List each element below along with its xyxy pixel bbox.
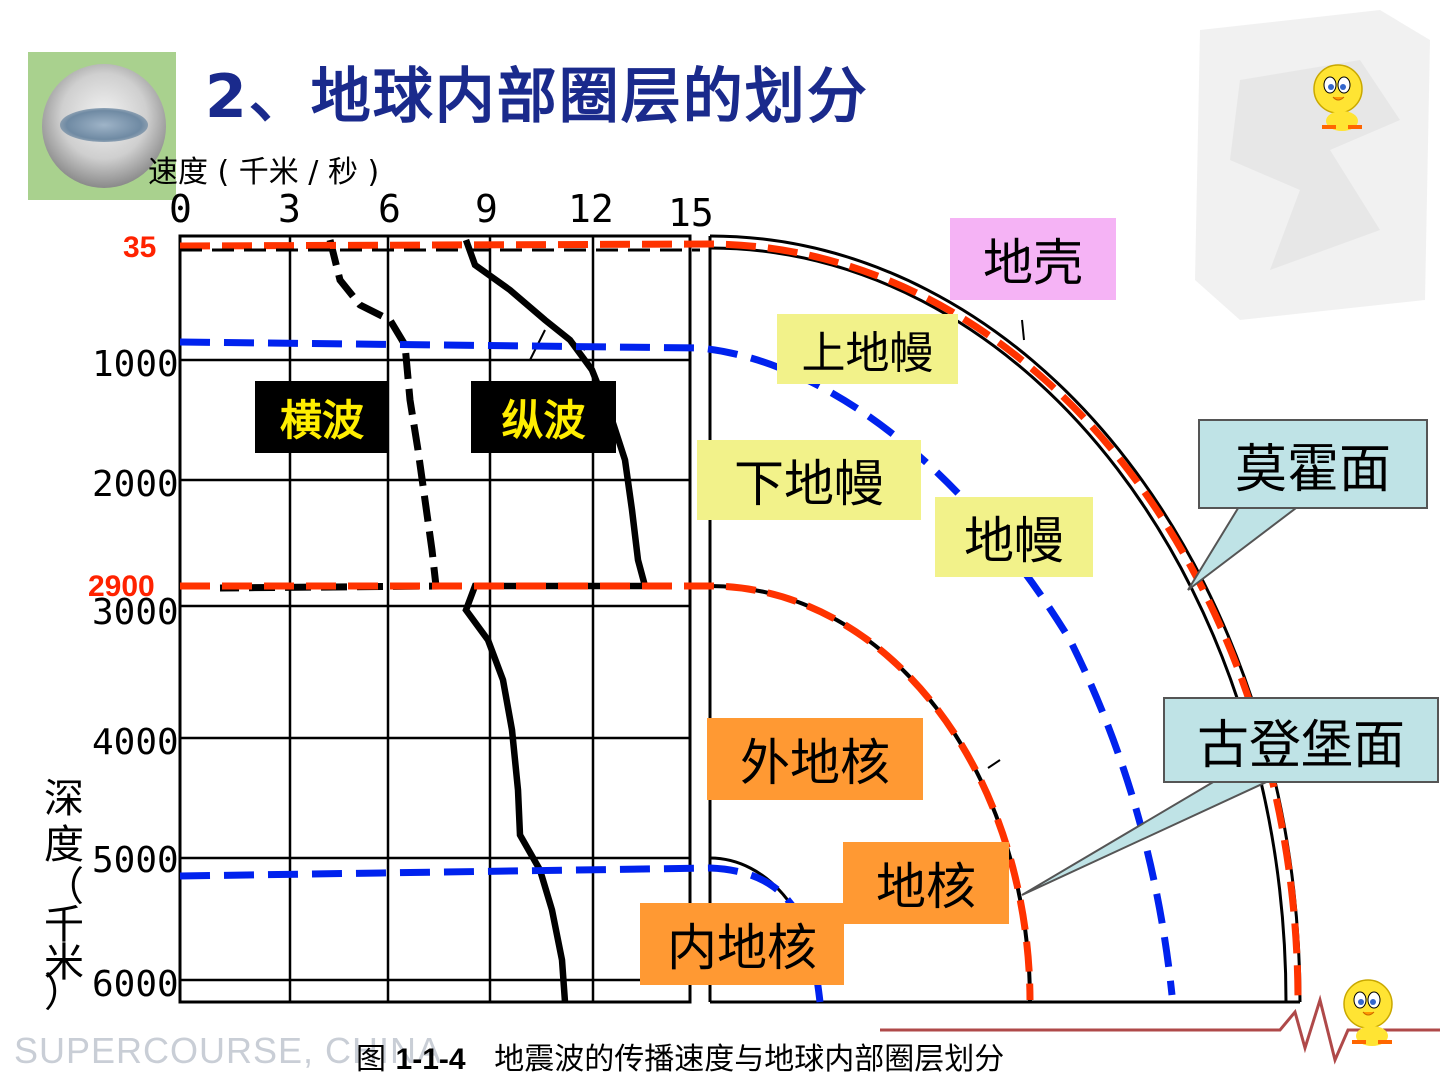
transverse-wave-label: 横波 bbox=[255, 381, 389, 453]
caption-number: 1-1-4 bbox=[395, 1043, 466, 1076]
depth-axis-char-1: 深 bbox=[44, 776, 84, 822]
moho-callout: 莫霍面 bbox=[1198, 419, 1428, 509]
gutenberg-callout-pointer bbox=[1021, 777, 1276, 896]
crust-label: 地壳 bbox=[950, 218, 1116, 300]
caption-spacer bbox=[466, 1042, 495, 1077]
transverse-wave-curve bbox=[219, 239, 440, 592]
depth-label-35: 35 bbox=[123, 231, 156, 264]
longitudinal-wave-label: 纵波 bbox=[471, 381, 616, 453]
depth-axis-char-3: （ bbox=[44, 864, 84, 910]
speed-tick-3: 3 bbox=[278, 187, 301, 231]
depth-axis-label: 深 度 （ 千 米 ） bbox=[44, 776, 84, 1016]
speed-tick-labels: 0 3 6 9 12 15 bbox=[169, 187, 714, 235]
depth-tick-4000: 4000 bbox=[92, 722, 179, 763]
depth-axis-char-4: 千 bbox=[44, 902, 84, 948]
tweety-bird-icon bbox=[1343, 979, 1393, 1046]
longitudinal-wave-curve bbox=[462, 238, 650, 1003]
speed-depth-grid bbox=[178, 234, 1300, 1004]
boundary-depth-labels: 35 2900 bbox=[88, 231, 156, 603]
footer-brand: SUPERCOURSE, CHINA bbox=[14, 1030, 443, 1071]
depth-tick-2000: 2000 bbox=[92, 464, 179, 505]
speed-tick-15: 15 bbox=[668, 191, 714, 235]
depth-axis-char-6: ） bbox=[44, 970, 84, 1016]
speed-axis-label: 速度 ( 千米 / 秒 ) bbox=[148, 155, 380, 190]
page-title: 2、地球内部圈层的划分 bbox=[205, 62, 869, 132]
lower-mantle-label: 下地幔 bbox=[697, 440, 921, 520]
caption-prefix: 图 bbox=[356, 1042, 396, 1077]
boundary-lines-red bbox=[179, 240, 1302, 1003]
moho-boundary-line bbox=[179, 240, 1302, 1003]
caption-text: 地震波的传播速度与地球内部圈层划分 bbox=[494, 1042, 1005, 1077]
tweety-bird-icon bbox=[1313, 64, 1363, 131]
depth-label-2900: 2900 bbox=[88, 570, 155, 603]
speed-tick-6: 6 bbox=[378, 187, 401, 231]
speed-tick-0: 0 bbox=[169, 187, 192, 231]
ecg-line bbox=[880, 994, 1440, 1065]
depth-tick-labels: 1000 2000 3000 4000 5000 6000 bbox=[92, 344, 179, 1005]
earth-globe-icon bbox=[28, 52, 176, 200]
upper-mantle-label: 上地幔 bbox=[777, 314, 958, 384]
depth-axis-char-5: 米 bbox=[44, 940, 84, 986]
depth-tick-5000: 5000 bbox=[92, 840, 179, 881]
outer-core-label: 外地核 bbox=[707, 718, 923, 800]
mantle-label: 地幔 bbox=[935, 497, 1093, 577]
depth-tick-3000: 3000 bbox=[92, 592, 179, 633]
arc-tick bbox=[1021, 319, 1025, 341]
depth-tick-6000: 6000 bbox=[92, 964, 179, 1005]
speed-tick-12: 12 bbox=[568, 187, 614, 231]
figure-caption: 图 1-1-4 地震波的传播速度与地球内部圈层划分 bbox=[356, 1034, 1004, 1078]
watermark-emblem-icon bbox=[1195, 10, 1430, 320]
depth-tick-1000: 1000 bbox=[92, 344, 179, 385]
core-label: 地核 bbox=[843, 842, 1009, 924]
inner-core-label: 内地核 bbox=[640, 903, 844, 985]
moho-callout-pointer bbox=[1187, 504, 1303, 591]
gutenberg-boundary-line bbox=[180, 582, 1034, 1001]
depth-axis-char-2: 度 bbox=[44, 822, 84, 868]
gutenberg-callout: 古登堡面 bbox=[1163, 697, 1439, 783]
speed-tick-9: 9 bbox=[475, 187, 498, 231]
inner-surface-arc bbox=[709, 246, 1288, 1003]
arc-tick bbox=[987, 759, 1001, 769]
